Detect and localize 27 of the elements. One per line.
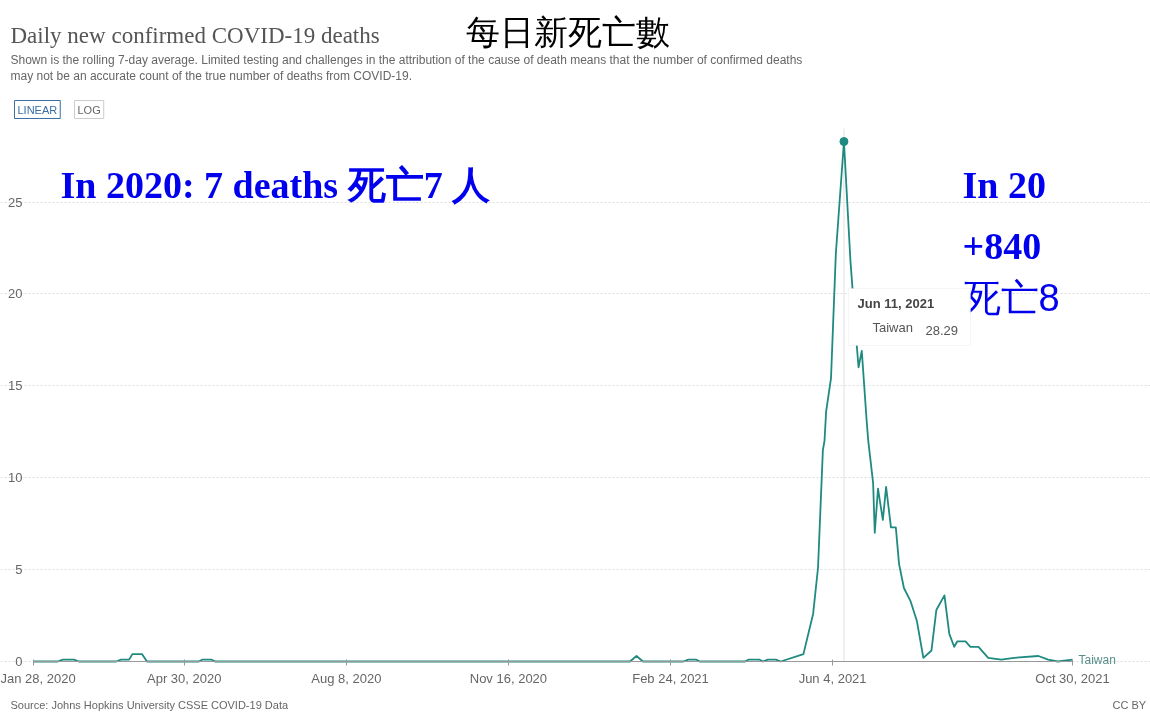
chart-subtitle: Shown is the rolling 7-day average. Limited testing and challenges in the attribution of the cause of death means that the number of confirmed deaths may not be an accurate count of the true number of deaths from COVID-19.: [10, 52, 803, 83]
text: LOG: [77, 103, 101, 116]
y-tick-label: 5: [15, 562, 23, 578]
x-tick-label: Jun 4, 2021: [798, 670, 867, 686]
text: LINEAR: [17, 103, 58, 116]
chart-title: Daily new confirmed COVID-19 deaths: [10, 22, 380, 48]
y-tick-label: 10: [8, 470, 23, 486]
text: 每日新死亡數: [465, 12, 670, 51]
source-note: Source: Johns Hopkins University CSSE COVID-19 Data: [10, 698, 289, 711]
series-label: Taiwan: [1078, 652, 1116, 667]
x-tick-label: Jan 28, 2020: [0, 670, 76, 686]
annotation: In 20: [962, 163, 1046, 206]
x-tick-label: Oct 30, 2021: [1035, 670, 1110, 686]
x-tick-label: Feb 24, 2021: [632, 670, 709, 686]
x-tick-label: Nov 16, 2020: [469, 670, 548, 686]
text: Taiwan: [872, 319, 913, 335]
annotation: In 2020: 7 deaths 死亡7 人: [60, 163, 491, 206]
annotation: +840: [962, 224, 1042, 267]
y-tick-label: 25: [8, 194, 23, 210]
annotation: 28.29: [925, 322, 959, 338]
y-tick-label: 20: [8, 286, 23, 302]
x-tick-label: Apr 30, 2020: [147, 670, 222, 686]
annotation: Jun 11, 2021: [857, 295, 935, 311]
text: CC BY: [1112, 698, 1147, 711]
x-tick-label: Aug 8, 2020: [311, 670, 382, 686]
y-tick-label: 15: [8, 378, 23, 394]
y-tick-label: 0: [15, 654, 23, 669]
